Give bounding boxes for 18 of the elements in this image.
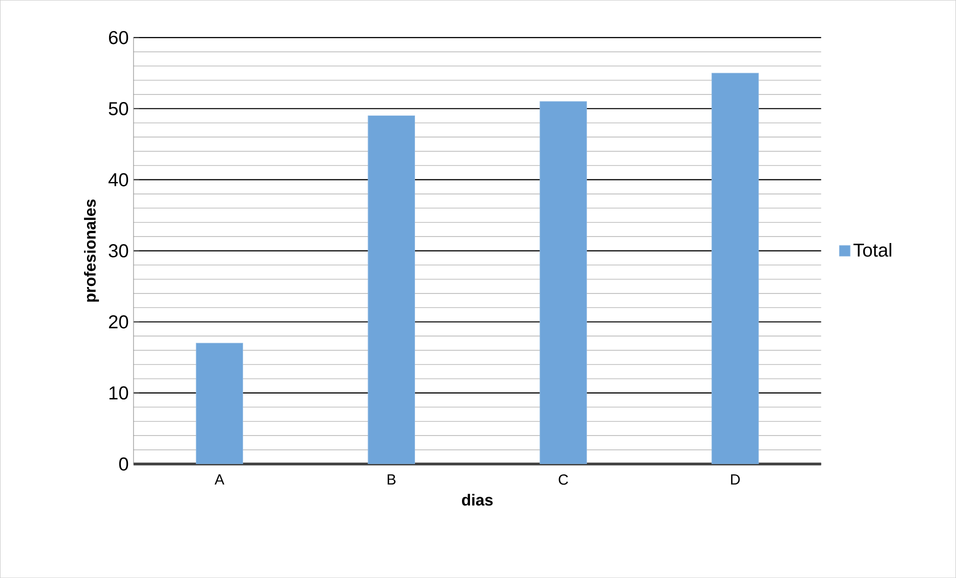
y-tick-label: 20 xyxy=(109,315,128,328)
y-axis-title: profesionales xyxy=(84,199,99,302)
x-tick-label: C xyxy=(558,474,568,485)
y-tick-label: 0 xyxy=(119,457,128,471)
bar xyxy=(712,72,759,464)
y-tick-label: 30 xyxy=(108,244,128,258)
y-tick-label: 10 xyxy=(109,386,128,400)
x-tick-label: B xyxy=(388,474,396,484)
x-tick-label: D xyxy=(731,474,740,484)
y-tick-label: 60 xyxy=(109,30,128,44)
y-tick-label: 50 xyxy=(108,102,128,116)
bar xyxy=(196,342,244,464)
x-tick-label: A xyxy=(214,474,224,484)
x-axis-title: dias xyxy=(462,494,493,506)
bar xyxy=(540,101,587,464)
bar xyxy=(368,115,415,464)
legend-label: Total xyxy=(853,242,892,257)
y-tick-label: 40 xyxy=(108,173,128,186)
